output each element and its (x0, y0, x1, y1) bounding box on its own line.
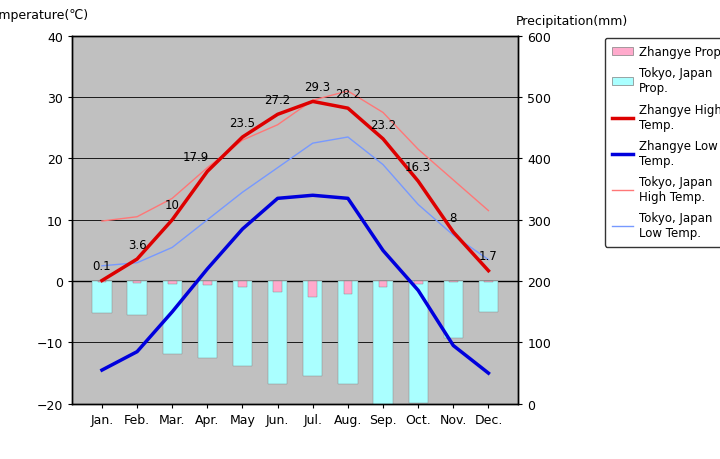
Bar (163, 281, 182, 354)
Text: 28.2: 28.2 (335, 88, 361, 101)
Bar (444, 281, 463, 338)
Bar (198, 281, 217, 358)
Text: 23.5: 23.5 (230, 117, 256, 129)
Text: 27.2: 27.2 (264, 94, 291, 107)
Bar (168, 281, 176, 284)
Text: 17.9: 17.9 (183, 151, 210, 164)
Bar (449, 281, 458, 283)
Text: 29.3: 29.3 (304, 81, 330, 94)
Bar (127, 281, 147, 316)
Bar (268, 281, 287, 384)
Bar (233, 281, 252, 366)
Bar (408, 281, 428, 403)
Bar (479, 281, 498, 313)
Bar (338, 281, 358, 384)
Text: 3.6: 3.6 (127, 238, 146, 251)
Bar (274, 281, 282, 292)
Bar (343, 281, 352, 294)
Bar (374, 281, 392, 410)
Text: 0.1: 0.1 (93, 260, 112, 273)
Text: 16.3: 16.3 (405, 161, 431, 174)
Bar (203, 281, 212, 285)
Bar (98, 281, 107, 283)
Bar (303, 281, 323, 376)
Bar (308, 281, 317, 297)
Bar (484, 281, 492, 282)
Bar (414, 281, 423, 284)
Bar (379, 281, 387, 287)
Y-axis label: Temperature(℃): Temperature(℃) (0, 9, 88, 22)
Text: 1.7: 1.7 (479, 250, 498, 263)
Text: 10: 10 (165, 199, 180, 212)
Y-axis label: Precipitation(mm): Precipitation(mm) (516, 15, 628, 28)
Legend: Zhangye Prop., Tokyo, Japan
Prop., Zhangye High
Temp., Zhangye Low
Temp., Tokyo,: Zhangye Prop., Tokyo, Japan Prop., Zhang… (605, 39, 720, 247)
Bar (92, 281, 112, 313)
Text: 23.2: 23.2 (370, 118, 396, 131)
Bar (238, 281, 247, 287)
Bar (132, 281, 141, 283)
Text: 8: 8 (449, 211, 457, 224)
